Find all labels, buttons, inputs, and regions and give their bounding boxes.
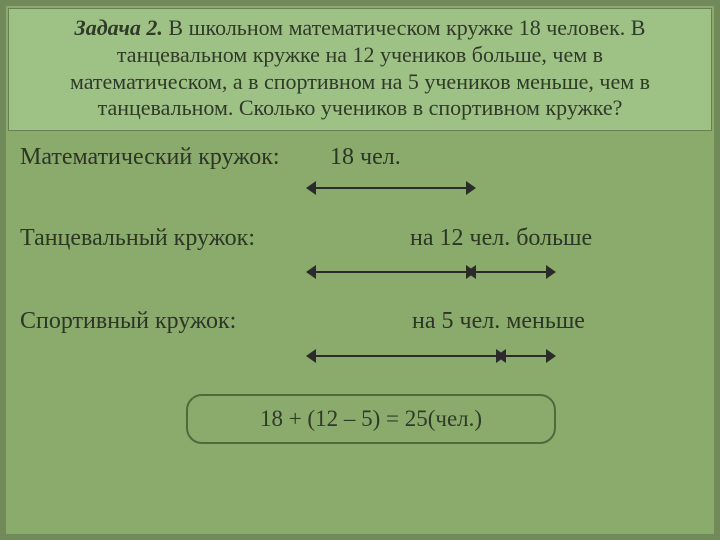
double-arrow-icon (306, 178, 476, 198)
row-dance: Танцевальный кружок: на 12 чел. больше (20, 224, 700, 253)
arrow-sport (306, 346, 556, 366)
problem-header: Задача 2. В школьном математическом круж… (8, 8, 712, 131)
problem-title-label: Задача 2. (75, 15, 163, 40)
double-arrow-icon (496, 346, 556, 366)
double-arrow-icon (466, 262, 556, 282)
row-math-label: Математический кружок: (20, 143, 330, 172)
row-sport: Спортивный кружок: на 5 чел. меньше (20, 307, 700, 336)
arrow-math (306, 178, 476, 198)
slide: Задача 2. В школьном математическом круж… (0, 0, 720, 540)
double-arrow-icon (306, 262, 476, 282)
row-math: Математический кружок: 18 чел. (20, 143, 700, 172)
row-dance-label: Танцевальный кружок: (20, 224, 410, 253)
double-arrow-icon (306, 346, 506, 366)
row-sport-value: на 5 чел. меньше (412, 307, 585, 336)
row-sport-label: Спортивный кружок: (20, 307, 412, 336)
row-math-value: 18 чел. (330, 143, 401, 172)
problem-body: Математический кружок: 18 чел. Танцеваль… (6, 131, 714, 335)
row-dance-value: на 12 чел. больше (410, 224, 592, 253)
arrow-dance (306, 262, 556, 282)
answer-text: 18 + (12 – 5) = 25(чел.) (260, 406, 482, 432)
answer-box: 18 + (12 – 5) = 25(чел.) (186, 394, 556, 444)
